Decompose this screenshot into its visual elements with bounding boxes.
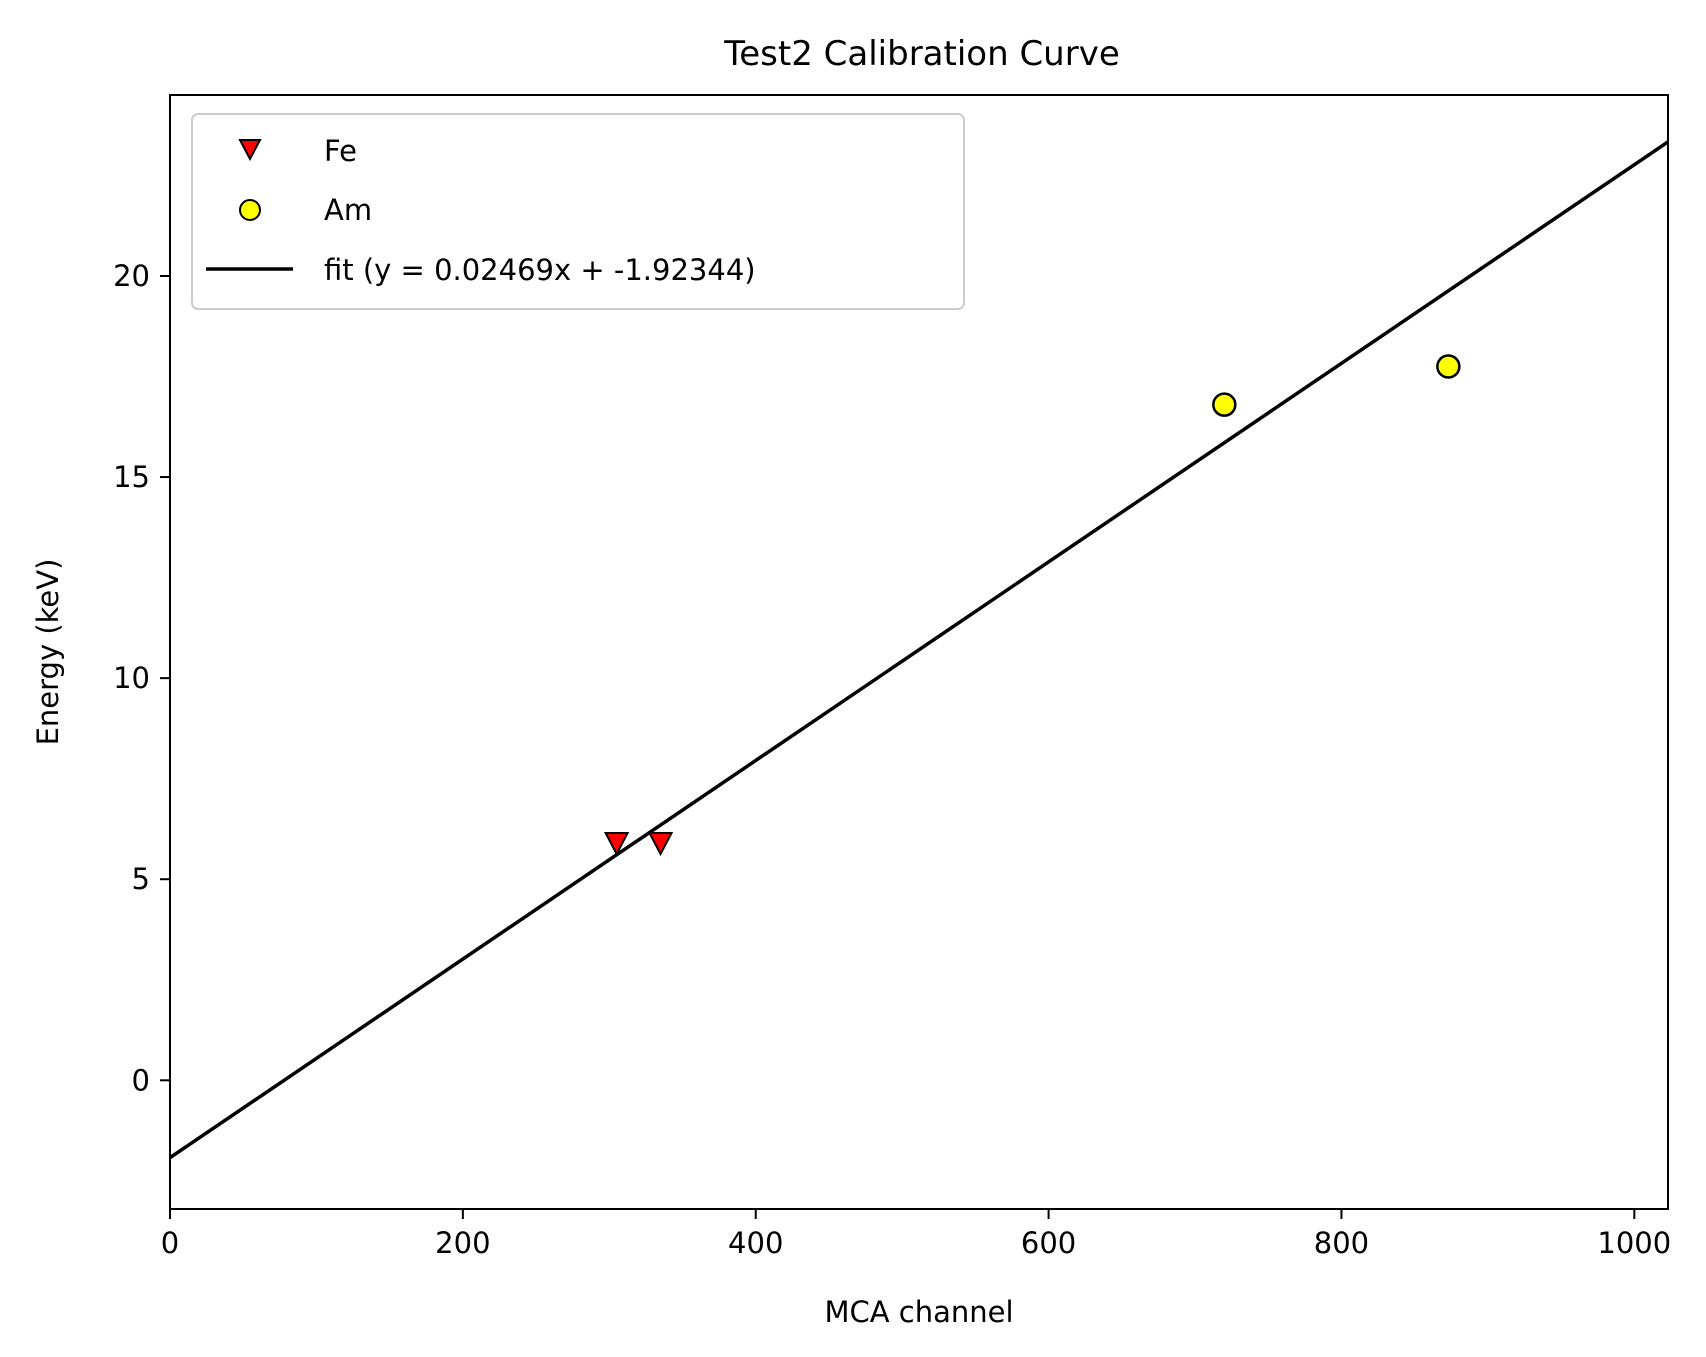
plot-frame: [169, 94, 1669, 1210]
x-tick-label: 800: [1314, 1226, 1369, 1260]
x-tick-label: 0: [161, 1226, 179, 1260]
fe-data-point: [603, 832, 630, 857]
x-tick-label: 400: [728, 1226, 783, 1260]
fe-data-point: [647, 832, 674, 857]
y-tick-label: 0: [132, 1063, 150, 1097]
x-axis-label: MCA channel: [824, 1295, 1013, 1329]
x-tick-label: 200: [435, 1226, 490, 1260]
y-tick-label: 20: [113, 259, 150, 293]
legend-fe-marker: [238, 139, 262, 162]
chart-title: Test2 Calibration Curve: [723, 34, 1120, 74]
legend-am-label: Am: [324, 193, 372, 227]
y-axis-ticks: 0 5 10 15 20: [113, 259, 170, 1097]
fit-line: [170, 140, 1668, 1160]
am-data-point: [1212, 392, 1237, 417]
x-axis-ticks: 0 200 400 600 800 1000: [161, 1209, 1671, 1260]
y-tick-label: 15: [113, 460, 150, 494]
y-tick-label: 10: [113, 661, 150, 695]
legend-fe-label: Fe: [324, 134, 357, 168]
series-layer: [170, 140, 1668, 1160]
legend-am-marker: [239, 199, 261, 221]
x-tick-label: 600: [1021, 1226, 1076, 1260]
x-tick-label: 1000: [1597, 1226, 1671, 1260]
y-tick-label: 5: [132, 862, 150, 896]
legend-frame: [191, 113, 965, 310]
legend-fit-label: fit (y = 0.02469x + -1.92344): [324, 253, 756, 287]
legend: Fe Am fit (y = 0.02469x + -1.92344): [191, 113, 965, 310]
am-data-point: [1436, 354, 1461, 379]
y-axis-label: Energy (keV): [31, 559, 65, 746]
